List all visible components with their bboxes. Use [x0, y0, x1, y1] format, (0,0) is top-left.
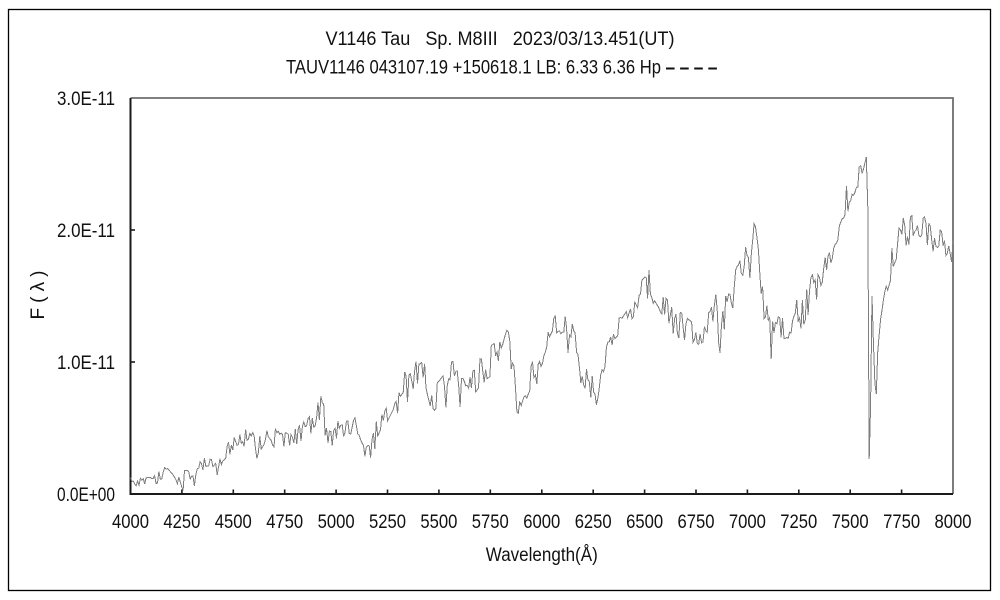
svg-text:4250: 4250 — [163, 512, 200, 533]
svg-text:7000: 7000 — [729, 512, 766, 533]
svg-text:5500: 5500 — [420, 512, 457, 533]
svg-text:5750: 5750 — [472, 512, 509, 533]
svg-text:V1146 Tau Sp. M8III 2023/0: V1146 Tau Sp. M8III 2023/03/13.451(UT) — [326, 29, 675, 50]
svg-text:8000: 8000 — [935, 512, 972, 533]
svg-text:3.0E-11: 3.0E-11 — [57, 89, 115, 110]
svg-text:2.0E-11: 2.0E-11 — [57, 221, 115, 242]
svg-text:5000: 5000 — [318, 512, 355, 533]
svg-text:6750: 6750 — [678, 512, 715, 533]
svg-text:7750: 7750 — [883, 512, 920, 533]
svg-text:TAUV1146 043107.19 +150618.1 L: TAUV1146 043107.19 +150618.1 LB: 6.33 6.… — [286, 58, 661, 79]
svg-text:4500: 4500 — [215, 512, 252, 533]
svg-text:1.0E-11: 1.0E-11 — [57, 353, 115, 374]
svg-text:6250: 6250 — [575, 512, 612, 533]
svg-text:4750: 4750 — [266, 512, 303, 533]
svg-text:5250: 5250 — [369, 512, 406, 533]
svg-text:Wavelength(Å): Wavelength(Å) — [486, 545, 598, 566]
svg-text:0.0E+00: 0.0E+00 — [57, 485, 115, 506]
svg-text:4000: 4000 — [112, 512, 149, 533]
svg-text:7500: 7500 — [832, 512, 869, 533]
svg-text:6500: 6500 — [626, 512, 663, 533]
svg-text:7250: 7250 — [780, 512, 817, 533]
svg-text:F(λ): F(λ) — [28, 271, 49, 320]
svg-text:6000: 6000 — [523, 512, 560, 533]
